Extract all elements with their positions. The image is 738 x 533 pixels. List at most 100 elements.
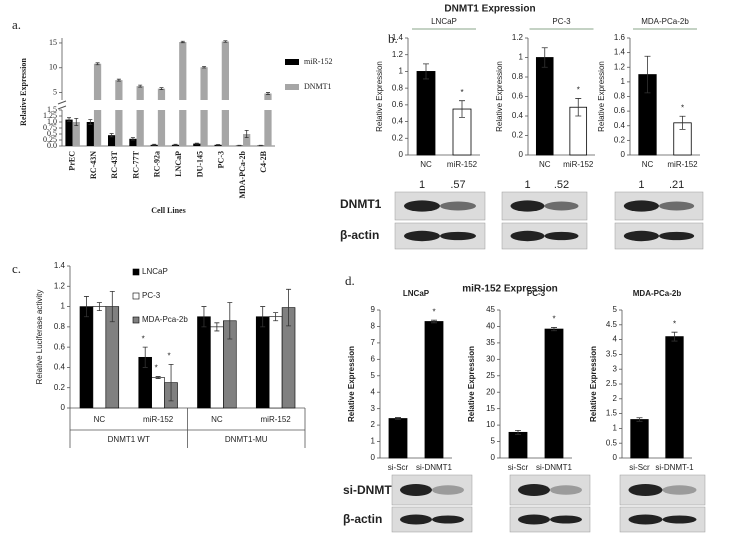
x-tick-label: NC: [420, 160, 432, 169]
y-tick-label: 7: [371, 338, 376, 347]
band-quantity: .21: [669, 179, 684, 191]
blot-band: [623, 230, 660, 242]
bar: [388, 418, 408, 459]
axis-break: [57, 100, 67, 110]
x-tick-label: DU-145: [195, 151, 204, 177]
error-bar: [541, 47, 548, 68]
x-tick-label: RC-92a: [153, 151, 162, 177]
y-tick-label: 10: [486, 420, 495, 429]
blot-band: [544, 231, 579, 241]
y-tick-label: 0.6: [54, 342, 66, 351]
group-label: DNMT1-MU: [225, 435, 268, 444]
blot-band: [659, 201, 695, 211]
y-tick-label: 45: [486, 305, 495, 314]
error-bar: [223, 40, 228, 43]
blot-band: [440, 201, 476, 211]
error-bar: [96, 302, 102, 312]
y-tick-label: 1.2: [392, 50, 404, 59]
error-bar: [152, 143, 157, 146]
y-tick-label: 1.25: [43, 111, 57, 120]
y-tick-label: 1: [613, 424, 618, 433]
x-tick-label: LNCaP: [174, 151, 183, 177]
x-tick-label: MDA-PCa-2b: [238, 150, 247, 198]
error-bar: [142, 346, 148, 368]
error-bar: [202, 66, 207, 69]
significance: *: [577, 86, 580, 95]
y-tick-label: 4: [613, 335, 618, 344]
y-tick-label: 30: [486, 354, 495, 363]
y-tick-label: 0.5: [47, 129, 57, 138]
x-tick-label: si-Scr: [388, 463, 409, 472]
band-quantity: .52: [554, 179, 569, 191]
x-tick-label: miR-152: [667, 160, 698, 169]
error-bar: [671, 331, 678, 342]
error-bar: [575, 98, 582, 117]
y-tick-label: 1.5: [47, 105, 57, 114]
blot-band: [550, 515, 582, 524]
y-tick-label: 1: [371, 437, 376, 446]
y-tick-label: 25: [486, 371, 495, 380]
x-tick-label: NC: [642, 160, 654, 169]
blot-band: [544, 201, 579, 211]
y-tick-label: 2.5: [606, 379, 618, 388]
chart-title: LNCaP: [403, 289, 430, 298]
significance: *: [167, 351, 170, 360]
group-label: DNMT1 WT: [108, 435, 150, 444]
y-axis-label: Relative Expression: [589, 346, 598, 422]
panel-label: c.: [12, 261, 21, 276]
y-tick-label: 0.6: [512, 92, 524, 101]
blot-band: [510, 200, 545, 212]
bar: [179, 41, 187, 146]
significance: *: [432, 307, 435, 316]
blot-band: [628, 514, 663, 525]
y-tick-label: 15: [49, 38, 57, 47]
x-tick-label: miR-152: [261, 415, 292, 424]
y-tick-label: 0.4: [54, 363, 66, 372]
y-tick-label: 1.4: [392, 33, 404, 42]
bar: [665, 336, 684, 459]
bar: [72, 122, 80, 146]
legend-label: MDA-Pca-2b: [142, 315, 188, 324]
band-quantity: .57: [450, 179, 465, 191]
error-bar: [130, 137, 135, 141]
error-bar: [173, 143, 178, 146]
x-tick-label: NC: [211, 415, 223, 424]
y-axis-label: Relative Expression: [467, 346, 476, 422]
blot-band: [432, 515, 464, 524]
band-quantity: 1: [638, 179, 644, 191]
error-bar: [109, 133, 114, 138]
y-tick-label: 0: [61, 403, 66, 412]
bar: [129, 138, 137, 146]
error-bar: [395, 417, 401, 420]
legend-label: LNCaP: [142, 267, 168, 276]
error-bar: [551, 327, 557, 332]
blot-band: [400, 514, 432, 525]
legend-label: PC-3: [142, 291, 161, 300]
chart-title: PC-3: [552, 17, 571, 26]
y-tick-label: 6: [371, 354, 376, 363]
error-bar: [201, 306, 207, 328]
y-axis-label: Relative Expression: [495, 61, 504, 132]
error-bar: [95, 62, 100, 66]
y-axis-label: Relative Expression: [347, 346, 356, 422]
error-bar: [214, 322, 220, 332]
y-tick-label: 0.2: [392, 133, 404, 142]
error-bar: [679, 115, 686, 130]
error-bar: [515, 429, 521, 435]
bar: [268, 316, 283, 409]
error-bar: [423, 63, 429, 80]
error-bar: [67, 117, 72, 122]
blot-band: [404, 230, 440, 242]
bar: [93, 63, 102, 146]
error-bar: [459, 100, 465, 118]
x-tick-label: si-Scr: [508, 463, 529, 472]
chart-title: MDA-PCa-2b: [633, 289, 682, 298]
bar: [115, 80, 123, 146]
blot-band: [400, 484, 432, 496]
bar: [151, 377, 165, 409]
significance: *: [681, 103, 684, 112]
chart-title: MDA-PCa-2b: [641, 17, 689, 26]
y-axis-label: Relative Luciferase activity: [35, 290, 44, 385]
band-quantity: 1: [524, 179, 530, 191]
